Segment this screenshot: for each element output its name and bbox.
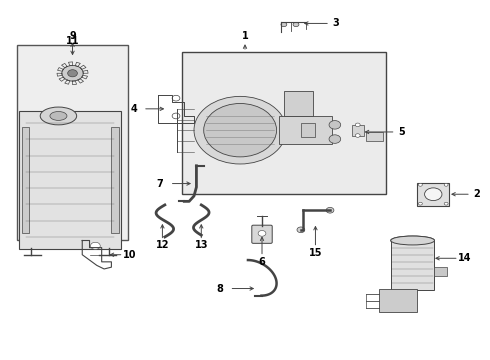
Ellipse shape xyxy=(50,112,67,120)
Circle shape xyxy=(297,227,305,233)
Ellipse shape xyxy=(391,236,435,245)
Text: 7: 7 xyxy=(157,179,163,189)
Text: 8: 8 xyxy=(216,284,223,293)
Ellipse shape xyxy=(424,188,442,201)
Ellipse shape xyxy=(391,236,435,245)
Text: 2: 2 xyxy=(473,189,480,199)
Bar xyxy=(111,127,119,233)
Text: 13: 13 xyxy=(195,240,208,250)
Text: 3: 3 xyxy=(333,18,339,28)
Bar xyxy=(182,52,386,194)
Text: 9: 9 xyxy=(69,31,76,41)
Bar xyxy=(352,125,364,135)
Text: 5: 5 xyxy=(398,127,405,137)
Circle shape xyxy=(281,22,287,27)
Circle shape xyxy=(68,70,77,77)
Circle shape xyxy=(91,242,100,249)
Text: 4: 4 xyxy=(130,104,137,114)
FancyBboxPatch shape xyxy=(252,225,272,243)
Text: 1: 1 xyxy=(242,31,248,41)
Text: 6: 6 xyxy=(259,257,266,267)
Circle shape xyxy=(62,66,83,81)
Circle shape xyxy=(444,202,448,205)
Bar xyxy=(379,288,417,312)
Circle shape xyxy=(418,183,422,186)
Bar xyxy=(391,240,435,290)
Bar xyxy=(367,132,384,141)
Circle shape xyxy=(329,135,341,143)
Ellipse shape xyxy=(40,107,76,125)
Bar xyxy=(284,91,313,116)
Circle shape xyxy=(204,103,276,157)
Circle shape xyxy=(326,207,334,213)
Circle shape xyxy=(172,95,180,101)
Circle shape xyxy=(172,113,180,119)
Text: 12: 12 xyxy=(156,240,169,250)
Circle shape xyxy=(355,123,360,127)
Circle shape xyxy=(329,121,341,129)
Circle shape xyxy=(355,134,360,137)
Bar xyxy=(17,45,128,240)
Bar xyxy=(301,123,316,137)
Text: 14: 14 xyxy=(458,253,472,263)
Text: 10: 10 xyxy=(122,250,136,260)
Text: 11: 11 xyxy=(66,36,79,46)
Circle shape xyxy=(444,183,448,186)
Circle shape xyxy=(418,202,422,205)
Bar xyxy=(22,127,29,233)
Circle shape xyxy=(258,230,266,236)
Circle shape xyxy=(194,96,286,164)
FancyBboxPatch shape xyxy=(19,111,121,249)
Bar xyxy=(279,116,332,144)
Text: 15: 15 xyxy=(309,248,322,258)
Bar xyxy=(435,267,446,276)
Bar xyxy=(417,183,449,206)
Circle shape xyxy=(293,22,299,27)
